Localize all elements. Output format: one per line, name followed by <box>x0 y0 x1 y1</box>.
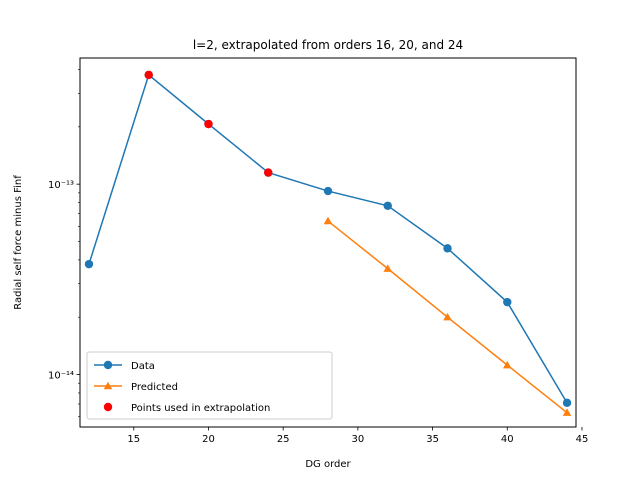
legend-label: Data <box>131 361 155 372</box>
data-point <box>503 297 512 307</box>
legend-box <box>86 351 333 420</box>
x-tick-label: 20 <box>202 434 215 445</box>
legend-label: Points used in extrapolation <box>131 403 270 414</box>
y-tick-label: 10⁻¹⁴ <box>48 371 74 382</box>
data-point <box>204 119 213 129</box>
legend-label: Predicted <box>131 382 178 393</box>
plot-frame <box>79 57 577 428</box>
legend: Data Predicted Points used in extrapolatio… <box>86 351 333 420</box>
x-tick-label: 40 <box>501 434 514 445</box>
data-point <box>383 201 392 210</box>
data-point <box>323 186 333 196</box>
data-point <box>264 168 273 177</box>
data-point <box>443 244 452 253</box>
legend-marker <box>103 381 113 390</box>
data-point <box>562 408 572 416</box>
data-point <box>502 360 512 369</box>
y-tick-label: 10⁻¹³ <box>48 180 74 191</box>
legend-marker <box>103 360 113 370</box>
data-point <box>562 398 572 408</box>
data-point <box>144 70 153 80</box>
x-tick-label: 45 <box>576 434 589 445</box>
data-point <box>383 264 393 272</box>
x-axis-label: DG order <box>305 459 351 470</box>
x-tick-label: 15 <box>127 434 140 445</box>
chart-title: l=2, extrapolated from orders 16, 20, an… <box>193 38 463 52</box>
data-point <box>84 259 94 269</box>
x-tick-label: 25 <box>277 434 290 445</box>
x-tick-label: 30 <box>352 434 365 445</box>
y-axis-label: Radial self force minus Finf <box>13 175 24 310</box>
data-point <box>443 312 452 321</box>
data-point <box>323 216 333 225</box>
x-tick-label: 35 <box>426 434 439 445</box>
legend-marker <box>103 402 113 412</box>
